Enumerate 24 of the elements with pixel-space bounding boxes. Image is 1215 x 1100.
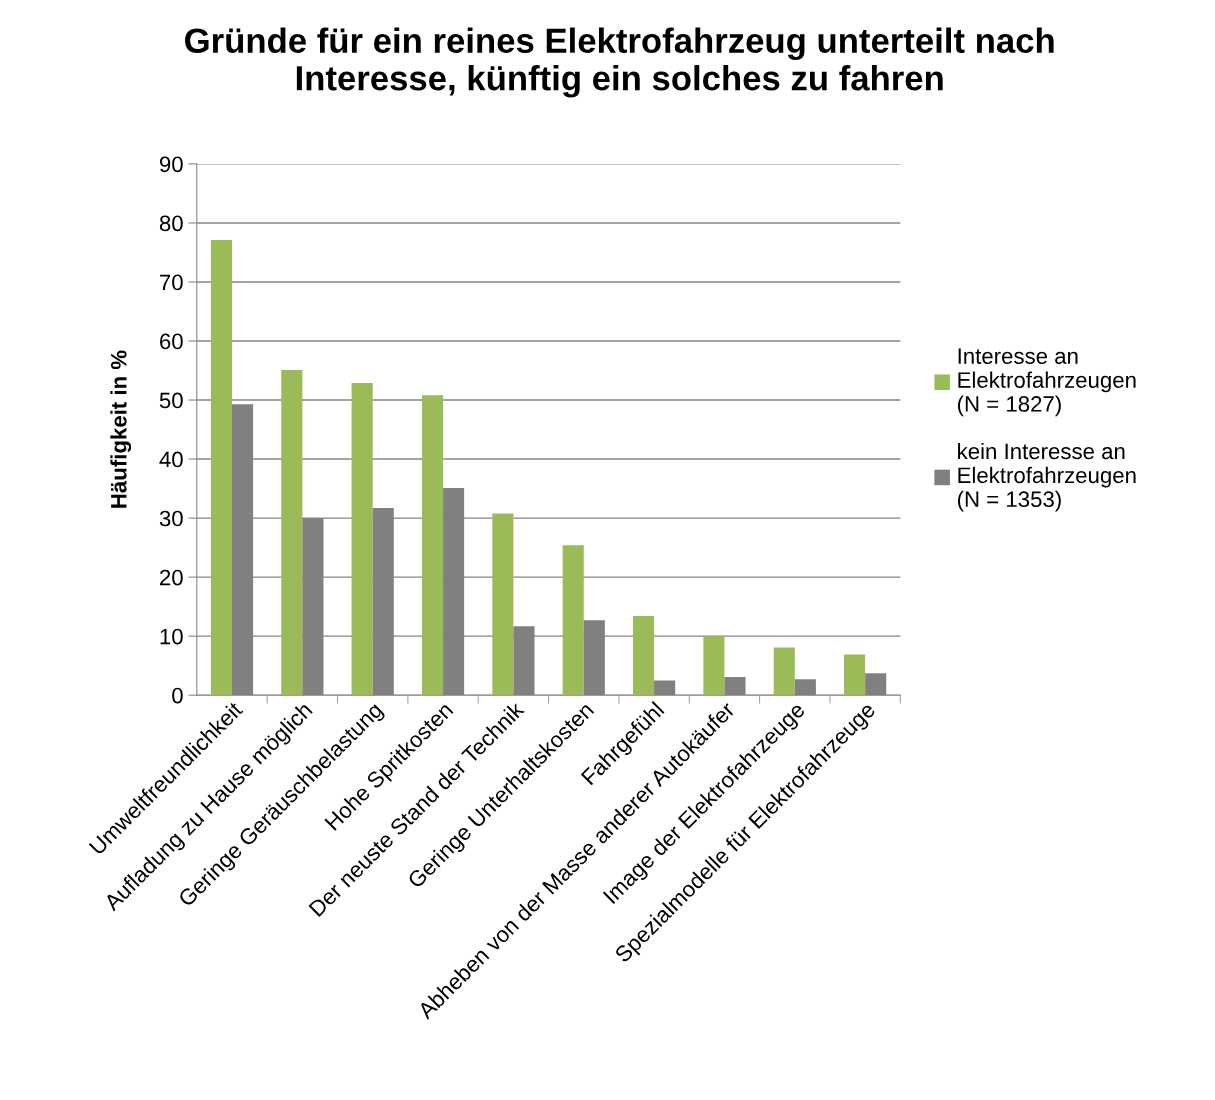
- legend-label: kein Interesse an Elektrofahrzeugen (N = 1353): [957, 442, 1136, 512]
- y-tick-label: 10: [160, 628, 183, 645]
- bar: [351, 382, 373, 696]
- bar: [281, 369, 303, 696]
- bar: [773, 647, 795, 696]
- chart-title: Gründe für ein reines Elektrofahrzeug unterteilt nach Interesse, künftig ein solches zu fahren: [185, 27, 1054, 98]
- bar: [562, 545, 584, 696]
- y-tick-label: 70: [160, 274, 183, 291]
- y-tick-label: 60: [160, 333, 183, 350]
- bar: [703, 636, 725, 696]
- bar: [492, 513, 514, 696]
- legend-label: Interesse an Elektrofahrzeugen (N = 1827): [957, 348, 1136, 417]
- y-tick-label: 0: [172, 687, 183, 704]
- bar: [210, 240, 232, 696]
- y-tick-label: 30: [159, 510, 183, 527]
- bar: [844, 654, 866, 696]
- bar: [421, 395, 444, 696]
- y-axis-title: Häufigkeit in %: [110, 350, 132, 508]
- y-tick-label: 80: [159, 215, 183, 232]
- y-tick-label: 20: [160, 569, 183, 586]
- y-tick-label: 50: [159, 392, 183, 409]
- y-tick-label: 40: [159, 451, 183, 468]
- bar: [632, 616, 655, 696]
- y-tick-label: 90: [159, 156, 183, 173]
